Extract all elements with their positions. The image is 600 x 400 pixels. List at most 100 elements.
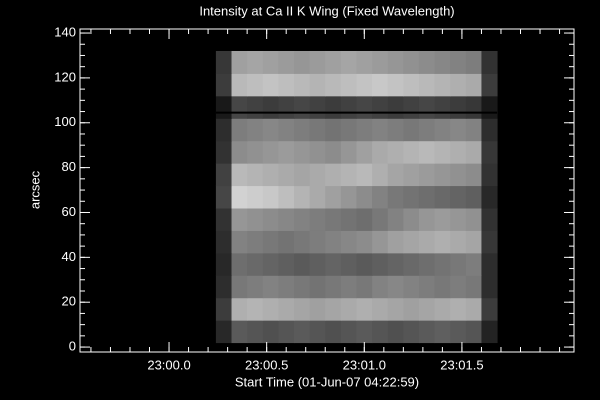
y-tick-label: 0 <box>69 339 76 354</box>
heatmap-cell <box>434 185 451 209</box>
heatmap-cell <box>372 140 389 164</box>
heatmap-cell <box>418 73 436 97</box>
heatmap-cell <box>325 73 342 97</box>
heatmap-cell <box>278 320 295 344</box>
heatmap-cell <box>247 297 264 321</box>
heatmap-cell <box>481 252 498 276</box>
y-tick-label: 60 <box>62 204 76 219</box>
heatmap-cell <box>262 73 279 97</box>
heatmap-cell <box>356 95 373 119</box>
heatmap-cell <box>262 252 279 276</box>
heatmap-cell <box>325 275 342 299</box>
heatmap-cell <box>481 207 498 231</box>
heatmap-cell <box>387 118 404 142</box>
heatmap-cell <box>465 320 482 344</box>
heatmap-cell <box>481 73 498 97</box>
heatmap-cell <box>215 252 233 276</box>
heatmap-cell <box>418 163 436 187</box>
heatmap-cell <box>247 163 264 187</box>
heatmap-cell <box>294 320 311 344</box>
heatmap-cell <box>387 230 404 254</box>
heatmap-cell <box>309 185 326 209</box>
heatmap-cell <box>418 297 436 321</box>
heatmap-cell <box>387 185 404 209</box>
heatmap-cell <box>465 207 482 231</box>
heatmap-cell <box>387 275 404 299</box>
heatmap-cell <box>450 297 467 321</box>
heatmap-cell <box>340 50 357 74</box>
heatmap-cell <box>278 207 295 231</box>
heatmap-cell <box>465 118 482 142</box>
heatmap-cell <box>372 185 389 209</box>
chart-title: Intensity at Ca II K Wing (Fixed Wavelen… <box>199 3 454 18</box>
heatmap-cell <box>262 297 279 321</box>
heatmap-cell <box>215 275 233 299</box>
heatmap-cell <box>481 320 498 344</box>
heatmap-cell <box>325 118 342 142</box>
heatmap-cell <box>356 50 373 74</box>
heatmap-cell <box>294 73 311 97</box>
heatmap-cell <box>231 207 248 231</box>
heatmap-cell <box>387 50 404 74</box>
heatmap-cell <box>356 73 373 97</box>
heatmap-cell <box>387 140 404 164</box>
heatmap-cell <box>356 163 373 187</box>
heatmap-cell <box>356 297 373 321</box>
heatmap-cell <box>403 95 420 119</box>
heatmap-cell <box>231 73 248 97</box>
heatmap-cell <box>481 163 498 187</box>
heatmap-cell <box>465 163 482 187</box>
heatmap-cell <box>309 118 326 142</box>
heatmap-cell <box>294 230 311 254</box>
heatmap-cell <box>278 297 295 321</box>
heatmap-cell <box>450 320 467 344</box>
heatmap-cell <box>278 95 295 119</box>
heatmap-cell <box>309 207 326 231</box>
heatmap-cell <box>418 118 436 142</box>
heatmap-cell <box>215 207 233 231</box>
heatmap-cell <box>372 297 389 321</box>
heatmap-cell <box>278 50 295 74</box>
heatmap-cell <box>294 275 311 299</box>
heatmap-cell <box>278 275 295 299</box>
x-tick-label: 23:00.5 <box>245 357 288 372</box>
heatmap-cell <box>356 252 373 276</box>
heatmap-cell <box>403 140 420 164</box>
heatmap-cell <box>309 73 326 97</box>
heatmap-cell <box>450 207 467 231</box>
heatmap-cell <box>387 95 404 119</box>
heatmap-cell <box>247 50 264 74</box>
heatmap-cell <box>372 118 389 142</box>
heatmap-cell <box>215 73 233 97</box>
heatmap-cell <box>434 297 451 321</box>
heatmap-cell <box>481 140 498 164</box>
heatmap-cell <box>340 297 357 321</box>
heatmap-cell <box>465 50 482 74</box>
heatmap-cell <box>465 95 482 119</box>
heatmap-cell <box>340 275 357 299</box>
heatmap-cell <box>340 140 357 164</box>
heatmap-cell <box>356 275 373 299</box>
heatmap-cell <box>215 140 233 164</box>
heatmap-cell <box>481 297 498 321</box>
x-axis-label: Start Time (01-Jun-07 04:22:59) <box>235 374 419 389</box>
heatmap-cell <box>325 140 342 164</box>
heatmap-cell <box>262 207 279 231</box>
heatmap-cell <box>481 118 498 142</box>
heatmap-cell <box>247 185 264 209</box>
heatmap-cell <box>278 230 295 254</box>
heatmap-cell <box>418 320 436 344</box>
heatmap-cell <box>278 185 295 209</box>
heatmap-cell <box>325 50 342 74</box>
heatmap-cell <box>450 230 467 254</box>
heatmap-cell <box>231 50 248 74</box>
heatmap-cell <box>309 252 326 276</box>
heatmap-cell <box>434 163 451 187</box>
heatmap-cell <box>294 140 311 164</box>
heatmap-cell <box>231 297 248 321</box>
heatmap-cell <box>434 73 451 97</box>
heatmap-cell <box>481 230 498 254</box>
heatmap-cell <box>247 207 264 231</box>
heatmap-cell <box>403 163 420 187</box>
heatmap-cell <box>294 50 311 74</box>
